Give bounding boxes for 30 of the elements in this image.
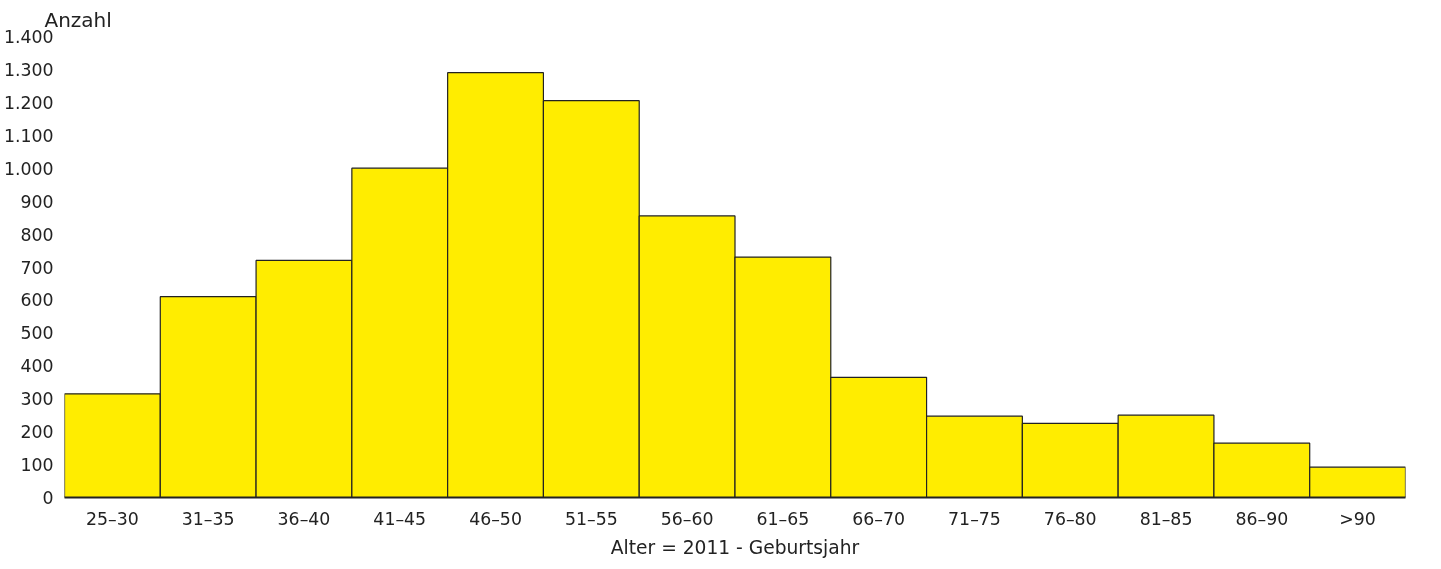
x-axis-title: Alter = 2011 - Geburtsjahr — [610, 536, 860, 558]
x-tick-label: 66–70 — [852, 508, 906, 529]
x-tick-label: 61–65 — [756, 508, 810, 529]
y-tick-label: 300 — [20, 389, 54, 410]
x-tick-label: 86–90 — [1235, 508, 1289, 529]
y-tick-label: 900 — [20, 191, 54, 212]
x-tick-label: >90 — [1339, 508, 1376, 529]
x-tick-label: 36–40 — [277, 508, 331, 529]
x-tick-label: 76–80 — [1043, 508, 1097, 529]
y-tick-label: 400 — [20, 356, 54, 377]
x-tick-label: 56–60 — [660, 508, 714, 529]
x-tick-label: 46–50 — [469, 508, 522, 529]
y-tick-label: 100 — [20, 455, 54, 476]
x-tick-label: 71–75 — [948, 508, 1001, 529]
y-tick-label: 800 — [20, 224, 54, 245]
y-tick-label: 200 — [20, 422, 54, 443]
y-tick-label: 500 — [20, 323, 54, 344]
y-tick-label: 1.000 — [3, 158, 54, 179]
y-tick-label: 0 — [42, 488, 54, 508]
y-tick-label: 1.200 — [3, 92, 54, 113]
y-tick-label: 1.400 — [3, 27, 54, 47]
x-tick-label: 31–35 — [181, 508, 235, 529]
x-tick-label: 41–45 — [373, 508, 427, 529]
x-tick-label: 81–85 — [1139, 508, 1193, 529]
y-tick-label: 1.100 — [3, 125, 54, 146]
x-tick-label: 25–30 — [86, 508, 139, 529]
y-tick-label: 1.300 — [3, 59, 54, 80]
x-tick-label: 51–55 — [564, 508, 618, 529]
y-tick-label: 700 — [20, 257, 54, 278]
y-tick-label: 600 — [20, 290, 54, 311]
